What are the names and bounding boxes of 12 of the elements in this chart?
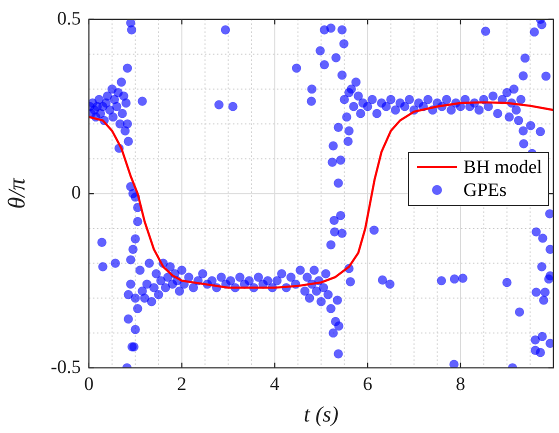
x-tick-label: 0 — [84, 374, 94, 396]
y-tick-label: -0.5 — [50, 356, 81, 378]
x-tick-label: 2 — [177, 374, 187, 396]
y-axis-title: θ/π — [4, 177, 31, 209]
y-tick-label: 0 — [71, 182, 81, 204]
x-tick-label: 8 — [456, 374, 466, 396]
x-axis-title: t (s) — [304, 402, 339, 427]
legend-label: GPEs — [463, 178, 507, 202]
x-tick-label: 6 — [362, 374, 372, 396]
y-tick-label: 0.5 — [57, 8, 81, 30]
x-tick-label: 4 — [270, 374, 280, 396]
legend-label: BH model — [463, 156, 542, 179]
